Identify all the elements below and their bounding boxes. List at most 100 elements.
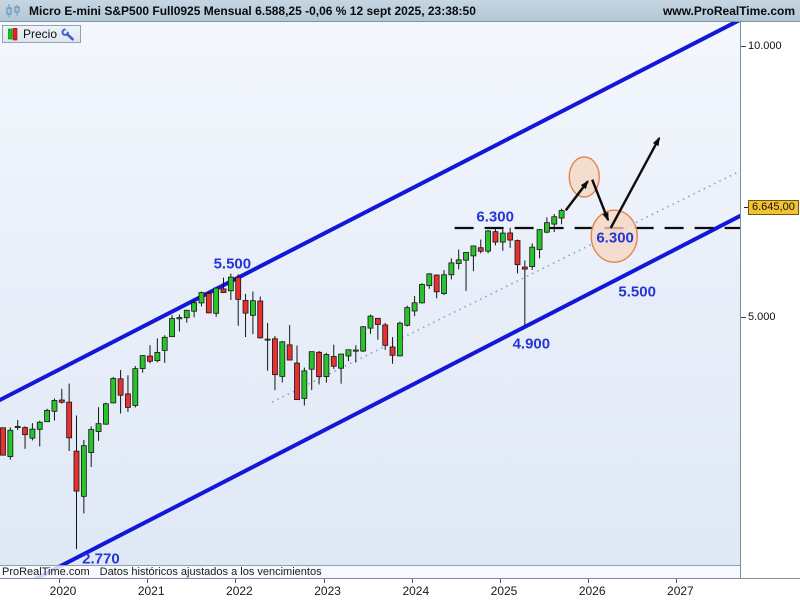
forecast-arrow	[564, 180, 589, 212]
x-axis-tick	[500, 579, 501, 583]
x-axis-tick	[411, 579, 413, 583]
instrument-title: Micro E-mini S&P500 Full0925 Mensual 6.5…	[29, 3, 476, 18]
candle	[485, 230, 492, 252]
chart-watermark-bar: ProRealTime.com Datos históricos ajustad…	[0, 565, 740, 578]
candle	[139, 355, 146, 369]
x-axis-tick	[147, 579, 149, 583]
candle	[88, 429, 95, 453]
candle	[154, 351, 161, 362]
precio-label: Precio	[23, 27, 58, 41]
forecast-arrow	[609, 136, 661, 229]
candle	[330, 356, 337, 367]
candle	[125, 393, 131, 408]
x-axis-year-label: 2027	[667, 584, 694, 598]
candle	[448, 262, 455, 276]
candle	[110, 378, 117, 404]
candle	[507, 232, 514, 241]
price-level-label: 6.300	[596, 230, 634, 247]
candle	[205, 293, 212, 314]
candle	[132, 368, 139, 406]
candle	[249, 300, 256, 316]
candle	[301, 370, 308, 399]
candle	[294, 362, 300, 401]
x-axis-year-label: 2020	[49, 584, 77, 598]
candle	[404, 307, 411, 326]
candle	[433, 274, 440, 293]
chart-plot-area[interactable]: 6.300 6.300 5.500 5.500 4.900 2.770 Precio Pr…	[0, 22, 740, 578]
candle	[514, 240, 521, 266]
x-axis-tick	[676, 579, 678, 583]
candle	[235, 276, 242, 300]
candle	[308, 351, 315, 370]
y-axis-tick: 5.000	[741, 311, 776, 323]
candle	[73, 450, 80, 492]
candlestick-chart[interactable]: 6.300 6.300 5.500 5.500 4.900 2.770	[0, 22, 740, 578]
time-axis[interactable]: 2020 2021 2022 2023 2024 2025 2026 2027	[0, 578, 800, 600]
candle	[14, 426, 21, 428]
candle	[396, 322, 403, 357]
candle	[169, 318, 175, 338]
candle	[536, 229, 543, 251]
candle	[499, 232, 506, 243]
candle	[544, 222, 550, 233]
candle	[257, 300, 264, 339]
candle	[470, 245, 477, 257]
candle	[323, 354, 330, 378]
candle	[29, 428, 36, 439]
candle	[558, 210, 565, 219]
candle	[80, 445, 87, 497]
candle	[551, 216, 558, 225]
candle	[345, 349, 352, 357]
candle	[227, 276, 234, 292]
titlebar-url: www.ProRealTime.com	[662, 3, 795, 18]
candle	[492, 231, 499, 243]
candle	[286, 344, 293, 361]
price-level-label: 5.500	[618, 283, 656, 300]
watermark-text: ProRealTime.com	[2, 566, 90, 578]
candle	[529, 246, 536, 267]
candle	[419, 284, 425, 304]
channel-upper-line	[0, 22, 740, 403]
price-level-label: 5.500	[214, 256, 252, 273]
price-level-label: 6.300	[476, 208, 514, 225]
price-indicator-button[interactable]: Precio	[2, 25, 82, 43]
candle	[382, 324, 389, 346]
last-price-value: 6.645,00	[748, 200, 799, 216]
candle	[426, 273, 433, 287]
x-axis-year-label: 2025	[490, 584, 518, 598]
candle	[176, 317, 183, 320]
candle	[183, 309, 190, 319]
y-axis-tick: 10.000	[741, 40, 782, 52]
candle	[0, 427, 6, 456]
candle	[389, 346, 396, 356]
candle	[161, 336, 168, 351]
candle	[191, 302, 198, 312]
candle	[44, 409, 50, 423]
x-axis-tick	[235, 579, 237, 583]
price-axis[interactable]: 6.645,00 10.000 5.000	[740, 22, 800, 578]
candle	[367, 315, 374, 329]
candle	[374, 317, 381, 325]
candle	[66, 401, 73, 439]
x-axis-tick	[59, 579, 60, 583]
x-axis-year-label: 2023	[314, 584, 341, 598]
candle	[117, 378, 124, 396]
candle	[411, 302, 418, 312]
candle	[316, 351, 322, 378]
candle	[338, 353, 345, 369]
forecast-ellipse	[568, 156, 600, 198]
titlebar: Micro E-mini S&P500 Full0925 Mensual 6.5…	[0, 0, 800, 22]
x-axis-tick	[323, 579, 325, 583]
forecast-ellipse	[590, 209, 638, 263]
x-axis-year-label: 2022	[226, 584, 253, 598]
channel-lower-line	[32, 213, 740, 578]
x-axis-year-label: 2026	[578, 584, 606, 598]
candle	[441, 274, 447, 294]
wrench-icon	[61, 27, 74, 40]
candle	[95, 423, 102, 432]
x-axis-year-label: 2021	[137, 584, 165, 598]
candle	[272, 338, 278, 376]
candle	[279, 341, 286, 377]
candle	[58, 399, 65, 403]
candle	[51, 400, 58, 412]
